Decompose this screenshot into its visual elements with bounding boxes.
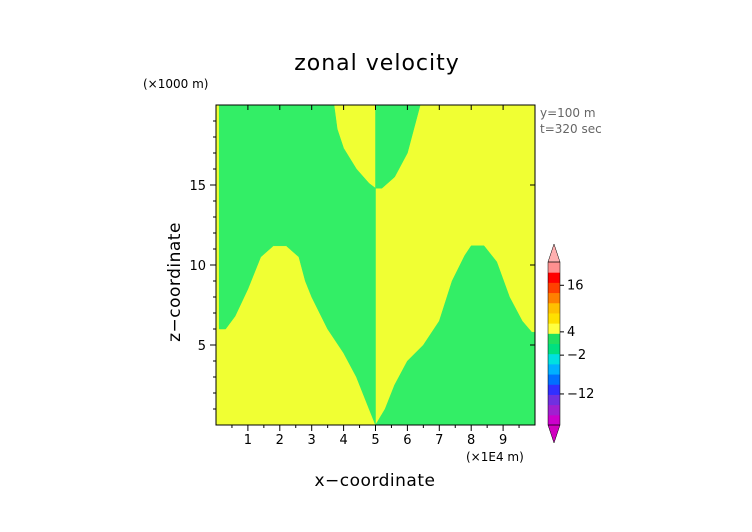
colorbar: 16 4 −2 −12 <box>547 243 594 444</box>
colorbar-band <box>548 282 560 294</box>
x-tick-label: 9 <box>499 433 507 448</box>
x-axis-label: x−coordinate <box>315 471 436 491</box>
colorbar-top-arrow <box>547 243 561 263</box>
colorbar-tick-label: −12 <box>567 387 594 402</box>
colorbar-band <box>548 323 560 334</box>
region-negative-right <box>375 245 536 426</box>
colorbar-frame <box>547 261 561 426</box>
colorbar-band <box>548 404 560 416</box>
x-unit-label: (×1E4 m) <box>466 450 524 464</box>
colorbar-band <box>548 363 560 375</box>
y-tick-label: 15 <box>189 179 206 194</box>
x-tick-label: 2 <box>276 433 284 448</box>
colorbar-band <box>548 292 560 304</box>
colorbar-band <box>548 262 560 273</box>
colorbar-band <box>548 333 560 344</box>
colorbar-band <box>548 312 560 324</box>
y-axis-ticks: 5 10 15 <box>189 120 535 410</box>
x-axis-ticks: 1 2 3 4 5 6 7 8 9 <box>231 105 520 448</box>
colorbar-band <box>548 374 560 385</box>
y-tick-label: 5 <box>198 339 206 354</box>
x-tick-label: 8 <box>467 433 475 448</box>
colorbar-band <box>548 272 560 283</box>
colorbar-band <box>548 384 560 395</box>
x-tick-label: 1 <box>244 433 252 448</box>
y-axis-label: z−coordinate <box>165 222 185 342</box>
y-tick-label: 10 <box>189 259 206 274</box>
y-unit-label: (×1000 m) <box>143 77 208 91</box>
x-tick-label: 5 <box>371 433 379 448</box>
chart-title: zonal velocity <box>294 51 460 76</box>
colorbar-band <box>548 394 560 406</box>
colorbar-band <box>548 343 560 355</box>
annotation-t: t=320 sec <box>540 122 602 136</box>
x-tick-label: 3 <box>308 433 316 448</box>
x-tick-label: 6 <box>403 433 411 448</box>
colorbar-tick-label: −2 <box>567 348 586 363</box>
x-tick-label: 4 <box>339 433 347 448</box>
colorbar-bottom-arrow <box>547 424 561 444</box>
colorbar-tick-label: 4 <box>567 325 575 340</box>
annotation-y: y=100 m <box>540 106 596 120</box>
region-negative-left <box>216 104 376 426</box>
plot-area <box>215 104 536 426</box>
colorbar-tick-label: 16 <box>567 278 584 293</box>
x-tick-label: 7 <box>435 433 443 448</box>
colorbar-band <box>548 414 560 426</box>
colorbar-band <box>548 302 560 314</box>
colorbar-band <box>548 353 560 365</box>
